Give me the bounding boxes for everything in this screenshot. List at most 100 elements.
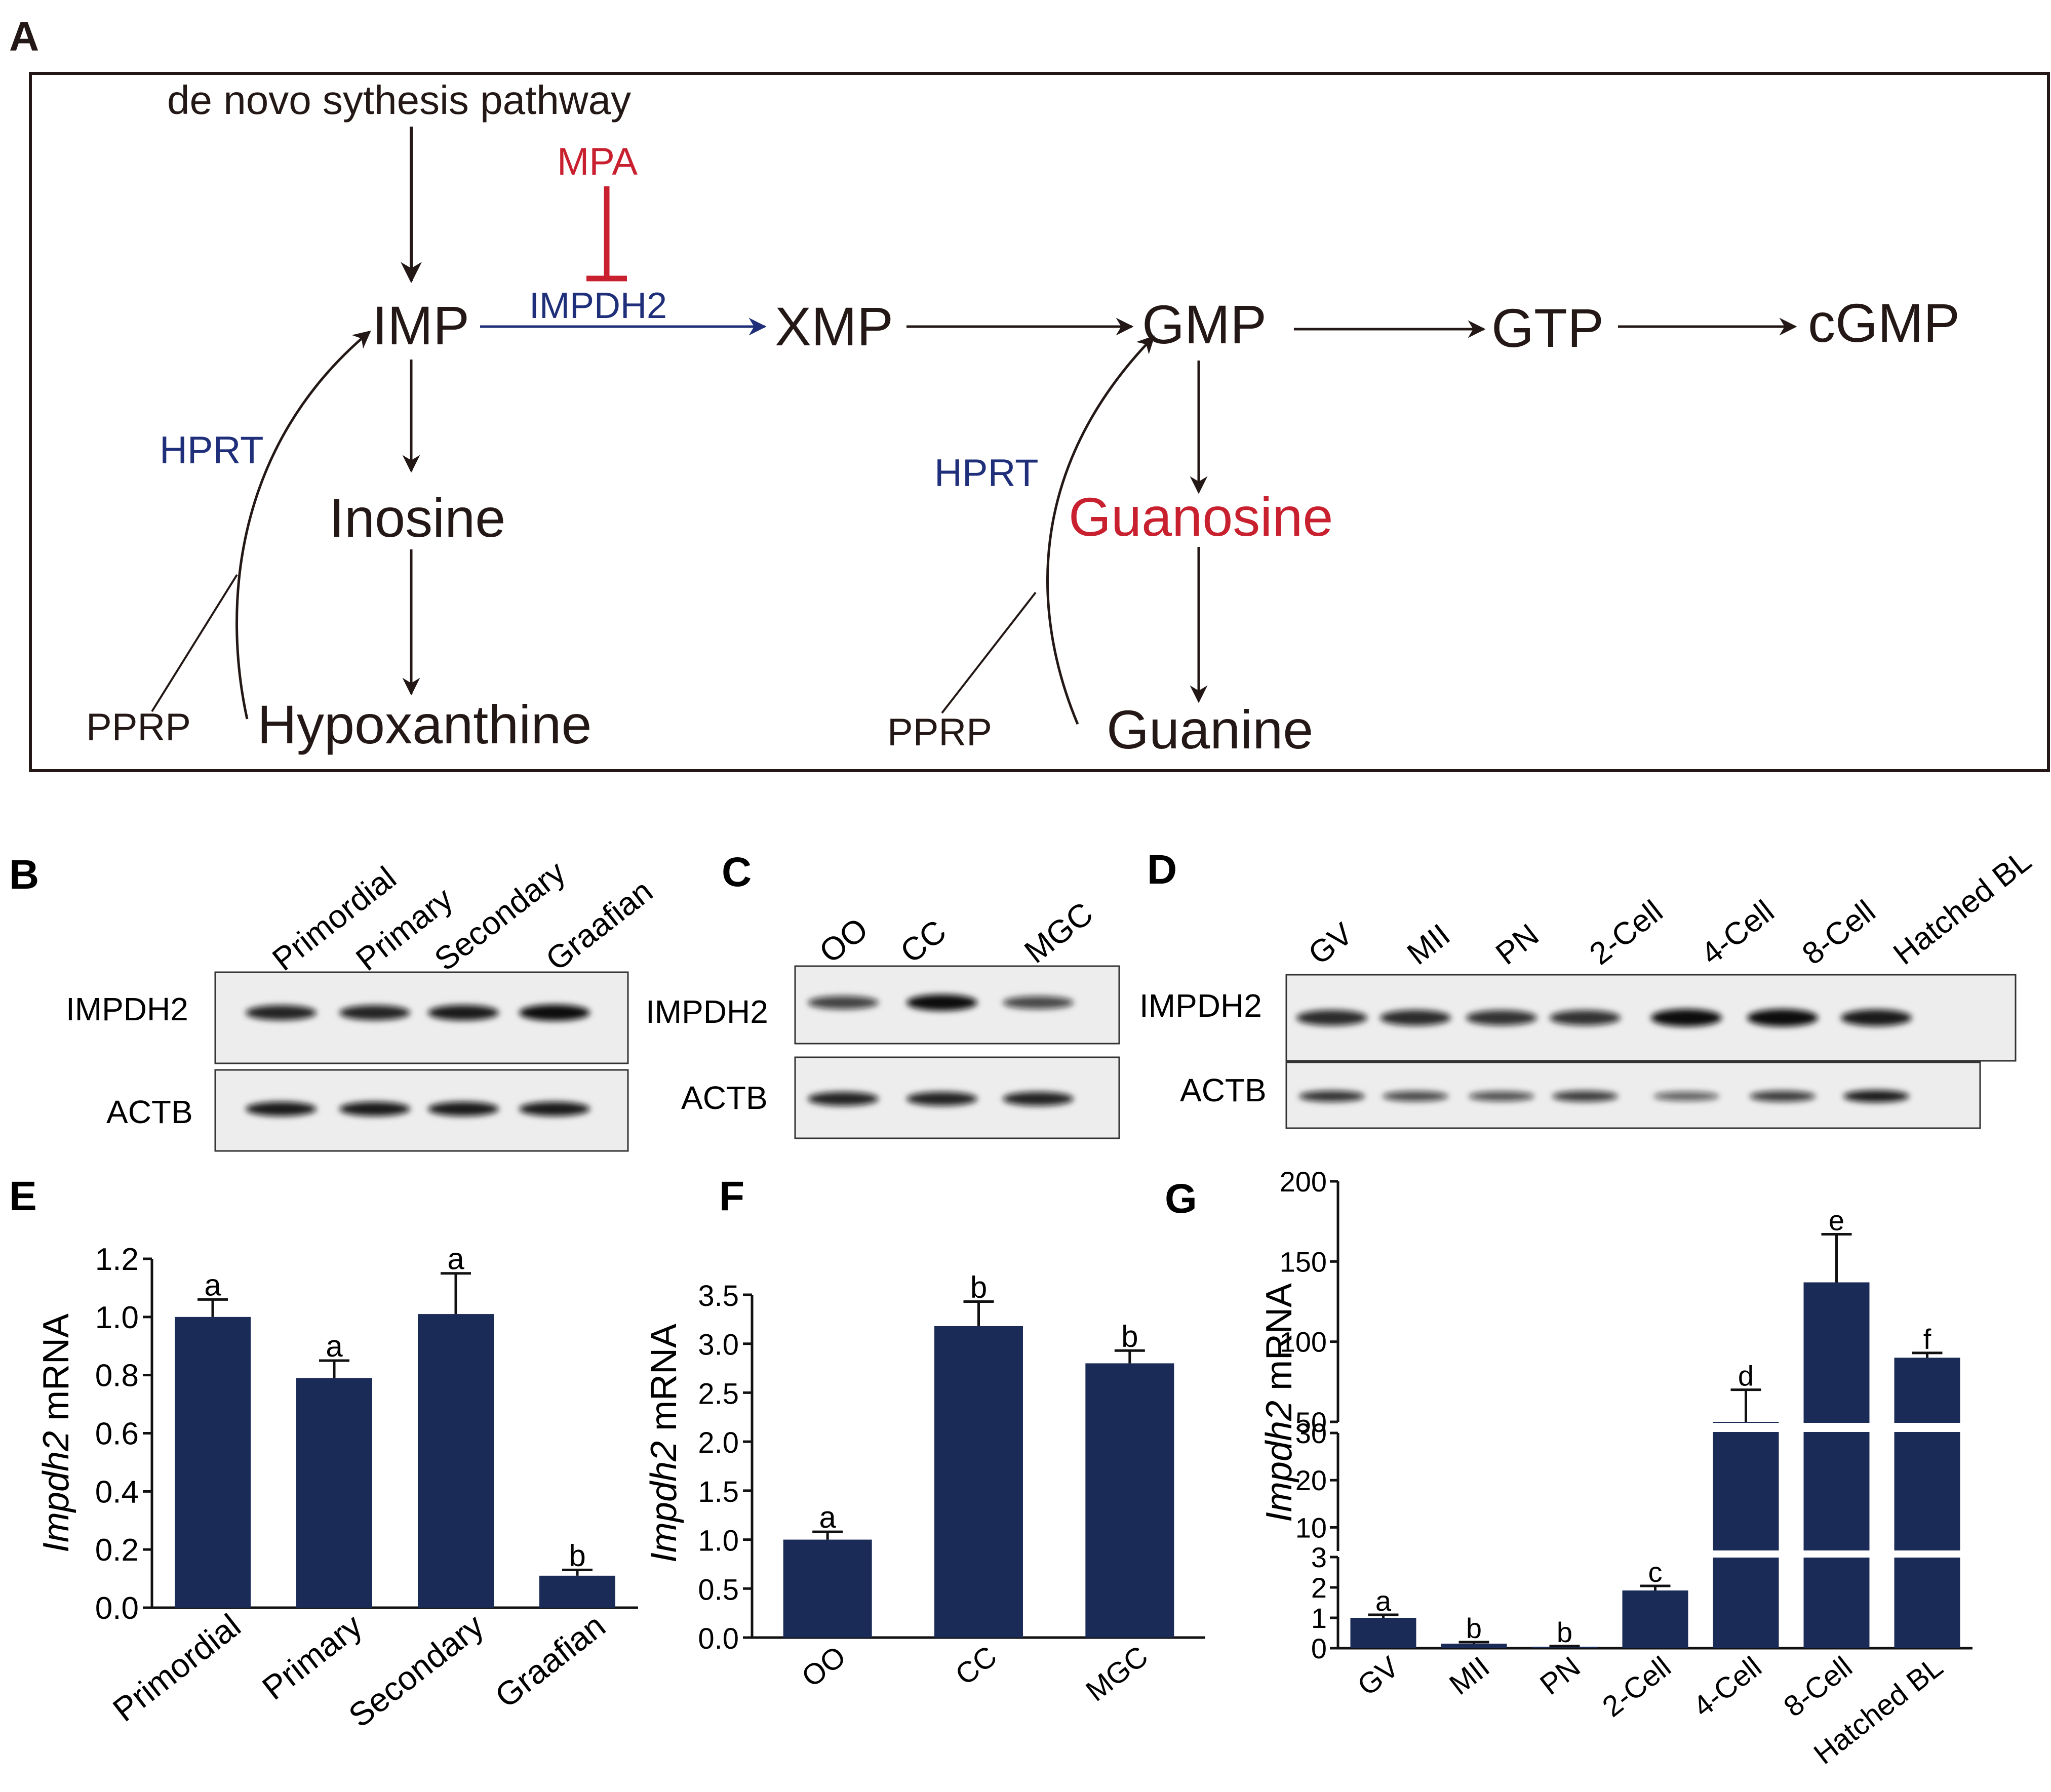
bar-8-cell (1803, 1282, 1870, 1648)
blot-b-impdh2-band-2 (339, 1005, 410, 1020)
blot-d-impdh2-bands (1296, 1009, 1912, 1027)
blot-d-impdh2-band-4 (1550, 1010, 1621, 1025)
blot-d-actb-label: ACTB (1180, 1072, 1267, 1108)
y-tick-label: 0.5 (698, 1573, 739, 1606)
imp-node: IMP (372, 295, 469, 356)
bar-mii (1441, 1644, 1507, 1648)
blot-b-impdh2-label: IMPDH2 (66, 991, 188, 1027)
blot-c-actb-band-1 (808, 1092, 879, 1106)
y-tick-label: 3.0 (698, 1329, 739, 1362)
y-tick-label: 1.2 (95, 1242, 139, 1277)
guanine-node: Guanine (1107, 699, 1313, 760)
blot-b-actb-band-1 (246, 1101, 317, 1117)
cgmp-node: cGMP (1808, 292, 1960, 353)
bar-cc (934, 1326, 1023, 1638)
bar-primordial (175, 1317, 251, 1608)
blot-d-impdh2-band-7 (1841, 1009, 1912, 1026)
blot-c-impdh2-band-3 (1003, 996, 1074, 1009)
bar-primary (296, 1378, 372, 1608)
significance-letter: c (1648, 1556, 1663, 1588)
y-tick-label: 3 (1311, 1541, 1327, 1573)
axis-break-gap (1798, 1423, 1875, 1432)
panel-b-blot: B Primordial Primary Secondary Graafian … (9, 852, 659, 1152)
blot-d-lane-6: 8-Cell (1796, 894, 1882, 972)
significance-letter: b (970, 1270, 987, 1304)
significance-letter: e (1829, 1205, 1844, 1237)
pprp-label-1: PPRP (86, 706, 191, 749)
blot-b-actb-band-3 (428, 1101, 499, 1117)
blot-c-impdh2-band-2 (906, 994, 977, 1011)
blot-d-lane-3: PN (1489, 918, 1545, 972)
y-tick-label: 0.8 (95, 1359, 139, 1393)
bar-mgc (1085, 1363, 1174, 1638)
x-tick-label: Primary (255, 1607, 369, 1707)
blot-d-impdh2-band-3 (1466, 1010, 1537, 1025)
significance-letter: d (1738, 1360, 1754, 1392)
significance-letter: a (1375, 1585, 1392, 1617)
blot-b-actb-band-4 (519, 1101, 590, 1117)
y-tick-label: 0.4 (95, 1475, 139, 1509)
blot-c-impdh2-band-1 (808, 995, 879, 1010)
significance-letter: a (819, 1500, 836, 1534)
y-tick-label: 20 (1295, 1464, 1327, 1496)
inosine-node: Inosine (329, 487, 505, 548)
blot-b-impdh2-band-3 (428, 1005, 499, 1021)
y-tick-label: 0.6 (95, 1417, 139, 1452)
guanine-salvage-curve (1046, 335, 1155, 725)
blot-b-actb-band-2 (339, 1101, 410, 1117)
pprp-feed-line-1 (151, 574, 238, 712)
blot-d-actb-band-5 (1653, 1091, 1719, 1101)
pathway-frame (29, 72, 2050, 772)
impdh2-enzyme-label: IMPDH2 (529, 286, 667, 326)
blot-d-lane-1: GV (1302, 916, 1360, 972)
guanosine-node: Guanosine (1069, 486, 1333, 547)
y-axis-label: Impdh2 mRNA (1259, 1283, 1299, 1522)
bar-4-cell (1713, 1422, 1779, 1648)
y-tick-label: 1.5 (698, 1476, 739, 1508)
y-tick-label: 0 (1311, 1632, 1327, 1664)
y-tick-label: 100 (1280, 1326, 1327, 1358)
blot-d-impdh2-band-6 (1747, 1009, 1818, 1027)
x-tick-label: 8-Cell (1778, 1650, 1858, 1723)
bar-2-cell (1622, 1590, 1688, 1648)
y-tick-label: 3.5 (698, 1280, 739, 1312)
blot-c-actb-band-2 (906, 1092, 977, 1106)
bar-oo (783, 1539, 872, 1638)
blot-d-lane-4: 2-Cell (1583, 894, 1669, 972)
blot-c-actb-bands (808, 1092, 1074, 1106)
axis-break-gap (1708, 1423, 1784, 1432)
blot-c-lane-1: OO (812, 910, 875, 970)
gtp-node: GTP (1491, 297, 1604, 359)
panel-d-blot: D GV MII PN 2-Cell 4-Cell 8-Cell Hatched… (1139, 843, 2038, 1129)
y-tick-label: 10 (1295, 1511, 1327, 1543)
y-tick-label: 1 (1311, 1602, 1327, 1634)
hprt-label-1: HPRT (160, 429, 264, 472)
x-tick-label: PN (1534, 1650, 1587, 1701)
bar-secondary (418, 1314, 494, 1608)
panel-label-e: E (9, 1173, 37, 1219)
bar-hatched-bl (1894, 1358, 1960, 1648)
panel-label-b: B (9, 852, 39, 898)
x-tick-label: 2-Cell (1596, 1650, 1677, 1723)
panel-c-blot: C OO CC MGC IMPDH2 ACTB (646, 849, 1120, 1139)
blot-d-actb-band-1 (1299, 1091, 1365, 1102)
blot-d-lane-7: Hatched BL (1887, 843, 2038, 972)
hypoxanthine-salvage-curve (235, 330, 371, 720)
axis-break-gap (1708, 1550, 1784, 1558)
blot-d-actb-band-6 (1750, 1091, 1816, 1102)
hypoxanthine-node: Hypoxanthine (257, 694, 591, 755)
y-tick-label: 30 (1295, 1417, 1327, 1449)
y-tick-label: 150 (1280, 1246, 1327, 1278)
blot-b-actb-bands (246, 1101, 590, 1117)
blot-d-lane-5: 4-Cell (1694, 894, 1781, 972)
blot-b-actb-label: ACTB (106, 1094, 193, 1130)
blot-d-actb-band-7 (1843, 1090, 1909, 1102)
xmp-node: XMP (775, 296, 893, 357)
y-tick-label: 2.5 (698, 1377, 739, 1410)
panel-label-f: F (719, 1173, 744, 1219)
x-tick-label: 4-Cell (1687, 1650, 1767, 1723)
blot-d-impdh2-band-1 (1296, 1010, 1367, 1026)
blot-b-impdh2-band-4 (519, 1004, 590, 1021)
